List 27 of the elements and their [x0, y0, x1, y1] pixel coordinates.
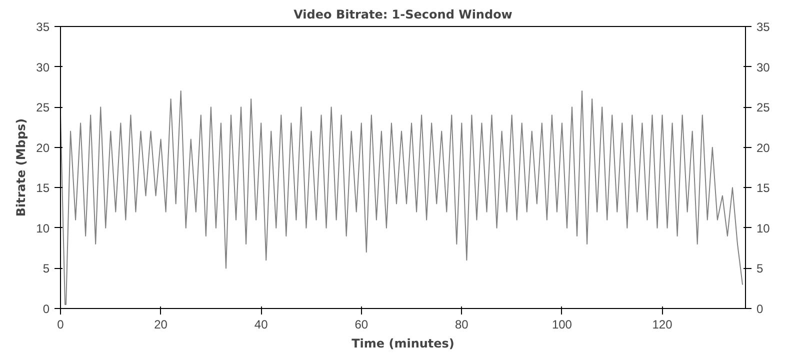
- y-tick-label: 0: [42, 302, 50, 316]
- y-tick-label: 5: [42, 262, 50, 276]
- y2-tick-label: 0: [756, 302, 764, 316]
- x-tick-label: 40: [254, 318, 268, 332]
- y-tick-label: 35: [36, 20, 50, 34]
- y2-tick-label: 30: [756, 60, 770, 74]
- line-series: [60, 90, 743, 305]
- y2-tick-label: 25: [756, 100, 770, 115]
- y-tick-label: 30: [36, 60, 50, 74]
- y-tick-label: 10: [36, 221, 50, 236]
- x-tick-label: 80: [454, 318, 469, 332]
- y2-tick-label: 15: [756, 181, 770, 196]
- y2-tick-label: 10: [756, 221, 770, 236]
- x-tick-label: 60: [354, 318, 368, 332]
- y-axis-title: Bitrate (Mbps): [14, 118, 28, 217]
- y2-tick-label: 5: [756, 262, 764, 276]
- x-tick-label: 0: [57, 318, 64, 332]
- y-tick-label: 15: [36, 181, 50, 196]
- x-tick-label: 120: [652, 318, 673, 332]
- y-tick-label: 20: [36, 140, 50, 155]
- x-axis-title: Time (minutes): [352, 336, 454, 350]
- y2-tick-label: 20: [756, 140, 770, 155]
- x-tick-label: 20: [154, 318, 168, 332]
- y-tick-label: 25: [36, 100, 50, 115]
- chart-title: Video Bitrate: 1-Second Window: [294, 8, 512, 22]
- x-tick-label: 100: [552, 318, 572, 332]
- y2-tick-label: 35: [756, 20, 770, 34]
